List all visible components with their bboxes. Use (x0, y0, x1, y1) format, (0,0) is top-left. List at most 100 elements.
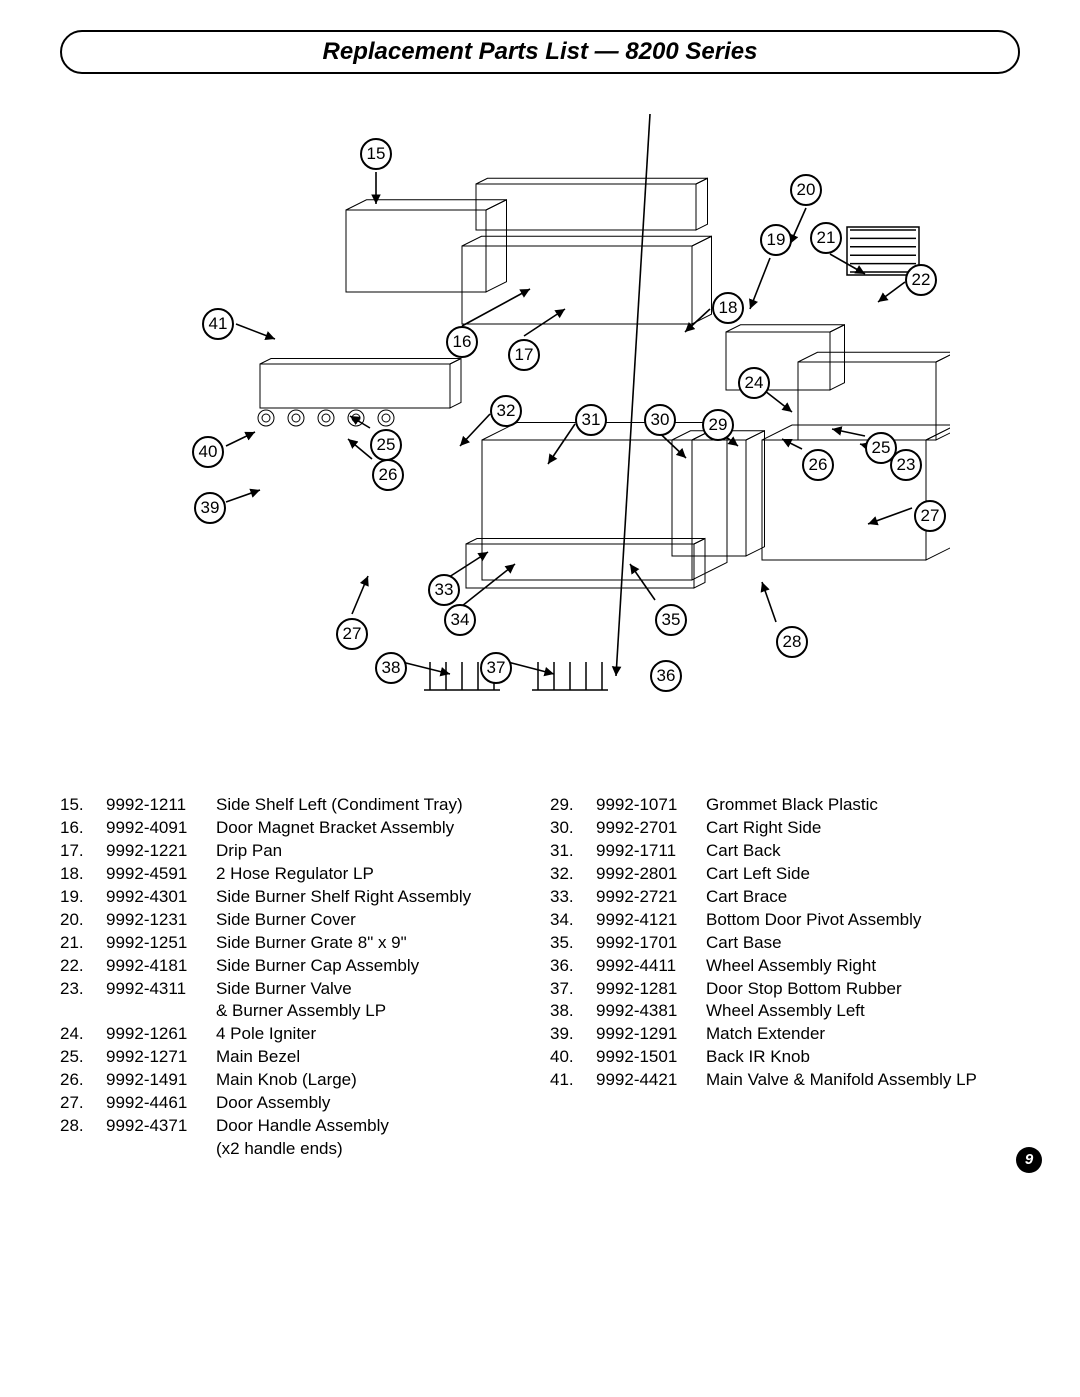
part-description: Side Burner Cap Assembly (216, 955, 530, 978)
part-description: Match Extender (706, 1023, 1020, 1046)
parts-row: 23.9992-4311Side Burner Valve (60, 978, 530, 1001)
part-number: 9992-1711 (596, 840, 706, 863)
part-number: 9992-4301 (106, 886, 216, 909)
callout-33: 33 (428, 574, 460, 606)
callout-37: 37 (480, 652, 512, 684)
ref-number: 19. (60, 886, 106, 909)
parts-row: 15.9992-1211Side Shelf Left (Condiment T… (60, 794, 530, 817)
part-number: 9992-4371 (106, 1115, 216, 1138)
callout-23: 23 (890, 449, 922, 481)
callout-38: 38 (375, 652, 407, 684)
callout-15: 15 (360, 138, 392, 170)
part-description: Cart Brace (706, 886, 1020, 909)
parts-row: 21.9992-1251Side Burner Grate 8" x 9" (60, 932, 530, 955)
callout-32: 32 (490, 395, 522, 427)
ref-number: 23. (60, 978, 106, 1001)
ref-number: 29. (550, 794, 596, 817)
callout-27: 27 (336, 618, 368, 650)
ref-number: 26. (60, 1069, 106, 1092)
part-number: 9992-1271 (106, 1046, 216, 1069)
part-number: 9992-1291 (596, 1023, 706, 1046)
ref-number: 20. (60, 909, 106, 932)
callout-28: 28 (776, 626, 808, 658)
callout-18: 18 (712, 292, 744, 324)
callout-40: 40 (192, 436, 224, 468)
parts-row: 17.9992-1221Drip Pan (60, 840, 530, 863)
ref-number: 30. (550, 817, 596, 840)
callout-31: 31 (575, 404, 607, 436)
part-number: 9992-1071 (596, 794, 706, 817)
callout-39: 39 (194, 492, 226, 524)
part-description: Cart Base (706, 932, 1020, 955)
parts-row: 36.9992-4411Wheel Assembly Right (550, 955, 1020, 978)
parts-row: 22.9992-4181Side Burner Cap Assembly (60, 955, 530, 978)
part-number: 9992-4381 (596, 1000, 706, 1023)
ref-number: 40. (550, 1046, 596, 1069)
parts-row: 28.9992-4371Door Handle Assembly (60, 1115, 530, 1138)
parts-row: 39.9992-1291Match Extender (550, 1023, 1020, 1046)
callout-35: 35 (655, 604, 687, 636)
callout-30: 30 (644, 404, 676, 436)
part-number: 9992-4421 (596, 1069, 706, 1092)
exploded-diagram: 1520192122411816172432313029402526252623… (130, 114, 950, 734)
part-description: Side Burner Shelf Right Assembly (216, 886, 530, 909)
page-number: 9 (1025, 1151, 1033, 1168)
part-number: 9992-1281 (596, 978, 706, 1001)
ref-number: 21. (60, 932, 106, 955)
part-number (106, 1138, 216, 1161)
part-number: 9992-4181 (106, 955, 216, 978)
part-description: Cart Back (706, 840, 1020, 863)
parts-list: 15.9992-1211Side Shelf Left (Condiment T… (60, 794, 1020, 1161)
ref-number: 38. (550, 1000, 596, 1023)
part-description: Main Bezel (216, 1046, 530, 1069)
callout-41: 41 (202, 308, 234, 340)
parts-column-right: 29.9992-1071Grommet Black Plastic30.9992… (550, 794, 1020, 1161)
ref-number: 32. (550, 863, 596, 886)
ref-number: 41. (550, 1069, 596, 1092)
callout-27: 27 (914, 500, 946, 532)
part-number: 9992-1491 (106, 1069, 216, 1092)
ref-number: 37. (550, 978, 596, 1001)
ref-number: 15. (60, 794, 106, 817)
part-description: Door Assembly (216, 1092, 530, 1115)
ref-number: 17. (60, 840, 106, 863)
part-description: Drip Pan (216, 840, 530, 863)
part-description: Cart Right Side (706, 817, 1020, 840)
parts-row: 30.9992-2701Cart Right Side (550, 817, 1020, 840)
callout-20: 20 (790, 174, 822, 206)
part-description: Door Stop Bottom Rubber (706, 978, 1020, 1001)
parts-row: 31.9992-1711Cart Back (550, 840, 1020, 863)
part-description: 4 Pole Igniter (216, 1023, 530, 1046)
callout-26: 26 (372, 459, 404, 491)
parts-row: 25.9992-1271Main Bezel (60, 1046, 530, 1069)
part-description: Main Valve & Manifold Assembly LP (706, 1069, 1020, 1092)
part-number: 9992-1211 (106, 794, 216, 817)
ref-number: 35. (550, 932, 596, 955)
part-description: Bottom Door Pivot Assembly (706, 909, 1020, 932)
ref-number: 24. (60, 1023, 106, 1046)
ref-number: 33. (550, 886, 596, 909)
parts-row: 34.9992-4121Bottom Door Pivot Assembly (550, 909, 1020, 932)
ref-number (60, 1000, 106, 1023)
part-description: Door Handle Assembly (216, 1115, 530, 1138)
part-number: 9992-4591 (106, 863, 216, 886)
parts-row: 32.9992-2801Cart Left Side (550, 863, 1020, 886)
ref-number: 22. (60, 955, 106, 978)
parts-column-left: 15.9992-1211Side Shelf Left (Condiment T… (60, 794, 530, 1161)
part-description: Door Magnet Bracket Assembly (216, 817, 530, 840)
ref-number: 27. (60, 1092, 106, 1115)
part-description: (x2 handle ends) (216, 1138, 530, 1161)
part-description: 2 Hose Regulator LP (216, 863, 530, 886)
callout-16: 16 (446, 326, 478, 358)
callout-36: 36 (650, 660, 682, 692)
parts-row: 29.9992-1071Grommet Black Plastic (550, 794, 1020, 817)
part-description: Side Burner Valve (216, 978, 530, 1001)
part-number: 9992-1251 (106, 932, 216, 955)
parts-row: 19.9992-4301Side Burner Shelf Right Asse… (60, 886, 530, 909)
part-number: 9992-1501 (596, 1046, 706, 1069)
callout-34: 34 (444, 604, 476, 636)
part-description: Cart Left Side (706, 863, 1020, 886)
part-description: Wheel Assembly Left (706, 1000, 1020, 1023)
part-number: 9992-2701 (596, 817, 706, 840)
parts-row: 37.9992-1281Door Stop Bottom Rubber (550, 978, 1020, 1001)
